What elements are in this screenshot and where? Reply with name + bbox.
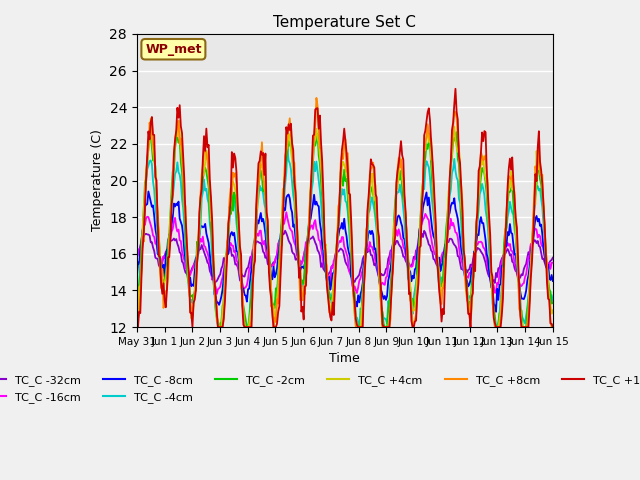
Legend: TC_C -32cm, TC_C -16cm, TC_C -8cm, TC_C -4cm, TC_C -2cm, TC_C +4cm, TC_C +8cm, T: TC_C -32cm, TC_C -16cm, TC_C -8cm, TC_C …: [0, 371, 640, 407]
TC_C -2cm: [316, 161, 324, 167]
TC_C -4cm: [528, 243, 536, 249]
TC_C -2cm: [549, 300, 557, 305]
TC_C -16cm: [272, 255, 280, 261]
Text: WP_met: WP_met: [145, 43, 202, 56]
TC_C -8cm: [145, 189, 152, 194]
TC_C -16cm: [258, 238, 266, 244]
TC_C +4cm: [273, 296, 281, 302]
TC_C -16cm: [528, 240, 536, 246]
TC_C -32cm: [549, 255, 557, 261]
TC_C -8cm: [549, 278, 557, 284]
TC_C -8cm: [316, 220, 324, 226]
TC_C +12cm: [272, 324, 280, 330]
TC_C -32cm: [211, 280, 218, 286]
TC_C -2cm: [279, 203, 287, 209]
TC_C -2cm: [528, 249, 536, 255]
TC_C -16cm: [279, 218, 287, 224]
TC_C -4cm: [133, 299, 141, 305]
TC_C -4cm: [284, 146, 291, 152]
TC_C +12cm: [279, 222, 287, 228]
Y-axis label: Temperature (C): Temperature (C): [91, 130, 104, 231]
TC_C -32cm: [282, 228, 289, 234]
Title: Temperature Set C: Temperature Set C: [273, 15, 416, 30]
TC_C -4cm: [184, 274, 191, 280]
TC_C -4cm: [317, 200, 325, 205]
Line: TC_C +4cm: TC_C +4cm: [137, 119, 553, 327]
Line: TC_C -4cm: TC_C -4cm: [137, 149, 553, 327]
TC_C +8cm: [214, 324, 222, 330]
TC_C +8cm: [312, 95, 320, 101]
TC_C -8cm: [528, 242, 536, 248]
TC_C -16cm: [133, 255, 141, 261]
TC_C +12cm: [258, 152, 266, 157]
TC_C +8cm: [528, 245, 536, 251]
TC_C -2cm: [133, 306, 141, 312]
TC_C +4cm: [280, 187, 288, 192]
TC_C -4cm: [258, 185, 266, 191]
TC_C +8cm: [317, 145, 325, 151]
TC_C -4cm: [214, 324, 222, 330]
Line: TC_C +8cm: TC_C +8cm: [137, 98, 553, 327]
TC_C +4cm: [259, 175, 267, 180]
Line: TC_C +12cm: TC_C +12cm: [137, 89, 553, 327]
TC_C +8cm: [279, 201, 287, 207]
TC_C +4cm: [215, 324, 223, 330]
TC_C -16cm: [213, 291, 221, 297]
TC_C -2cm: [215, 324, 223, 330]
TC_C -2cm: [272, 285, 280, 291]
TC_C -8cm: [185, 275, 193, 280]
TC_C +8cm: [184, 260, 191, 265]
TC_C -32cm: [184, 272, 191, 278]
TC_C +8cm: [549, 322, 557, 327]
TC_C -16cm: [317, 245, 325, 251]
TC_C -32cm: [279, 231, 287, 237]
TC_C -2cm: [258, 174, 266, 180]
Line: TC_C -16cm: TC_C -16cm: [137, 212, 553, 294]
TC_C +12cm: [528, 260, 536, 265]
TC_C +8cm: [258, 139, 266, 145]
TC_C -16cm: [549, 260, 557, 265]
TC_C -4cm: [279, 206, 287, 212]
TC_C -2cm: [184, 276, 191, 281]
TC_C +12cm: [185, 270, 193, 276]
TC_C +4cm: [317, 164, 325, 169]
TC_C +12cm: [452, 86, 460, 92]
TC_C -32cm: [133, 252, 141, 258]
TC_C -16cm: [184, 270, 191, 276]
TC_C -8cm: [133, 276, 141, 281]
Line: TC_C -32cm: TC_C -32cm: [137, 231, 553, 283]
TC_C +4cm: [528, 248, 536, 253]
TC_C -4cm: [272, 297, 280, 303]
TC_C -8cm: [492, 309, 500, 315]
TC_C -32cm: [317, 264, 325, 270]
TC_C -8cm: [272, 271, 280, 277]
TC_C -32cm: [528, 241, 536, 247]
Line: TC_C -8cm: TC_C -8cm: [137, 192, 553, 312]
X-axis label: Time: Time: [330, 352, 360, 365]
TC_C +8cm: [272, 319, 280, 325]
TC_C -32cm: [258, 243, 266, 249]
TC_C +4cm: [549, 307, 557, 313]
TC_C -16cm: [282, 209, 290, 215]
TC_C +12cm: [133, 316, 141, 322]
Line: TC_C -2cm: TC_C -2cm: [137, 132, 553, 327]
TC_C +8cm: [133, 315, 141, 321]
TC_C +12cm: [316, 113, 324, 119]
TC_C +4cm: [133, 315, 141, 321]
TC_C +4cm: [147, 116, 155, 121]
TC_C -4cm: [549, 298, 557, 303]
TC_C -8cm: [258, 218, 266, 224]
TC_C +12cm: [549, 324, 557, 330]
TC_C -8cm: [279, 213, 287, 218]
TC_C -2cm: [452, 129, 460, 135]
TC_C -32cm: [272, 255, 280, 261]
TC_C +12cm: [134, 324, 142, 330]
TC_C +4cm: [185, 283, 193, 288]
